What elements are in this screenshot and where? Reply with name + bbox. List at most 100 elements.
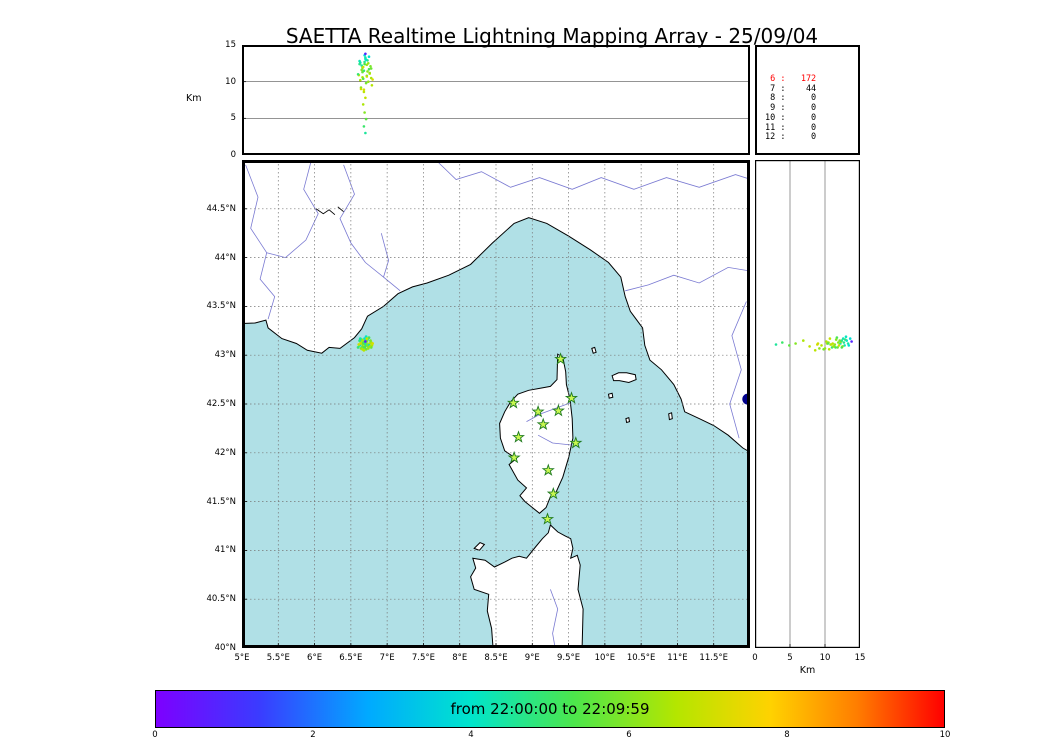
lightning-source-point (850, 340, 853, 343)
lightning-source-point (841, 337, 845, 340)
lightning-source-point (359, 87, 363, 91)
station-star-marker (554, 352, 568, 365)
panel-border (242, 45, 750, 155)
landmass-montecristo (625, 417, 631, 424)
lightning-source-point (818, 347, 821, 350)
lightning-source-point (370, 84, 374, 87)
landmass-pianosa (607, 392, 614, 399)
lightning-source-point (364, 340, 367, 343)
river-line (526, 402, 571, 422)
lightning-source-point (843, 344, 846, 347)
altitude-y-tick-label: 15 (225, 40, 236, 50)
lightning-source-point (362, 90, 366, 94)
lightning-source-point (364, 52, 367, 56)
lightning-source-point (813, 349, 817, 352)
altitude-vs-latitude-panel (755, 160, 860, 648)
map-y-tick-label: 40°N (214, 643, 236, 653)
station-star-marker (512, 430, 525, 443)
map-x-tick-label: 5°E (234, 653, 250, 663)
lightning-source-point (363, 111, 366, 114)
river-line (537, 434, 572, 446)
map-x-tick-label: 9.5°E (556, 653, 581, 663)
lightning-source-point (840, 339, 844, 342)
map-x-tick-label: 11.5°E (699, 653, 728, 663)
lightning-source-point (366, 70, 369, 73)
lightning-source-point (363, 62, 366, 66)
lightning-source-point (837, 341, 840, 344)
count-row: 12 : 0 (765, 132, 817, 143)
lightning-source-point (836, 346, 839, 349)
landmass-giglio (668, 412, 673, 421)
map-y-tick-label: 44.5°N (206, 203, 236, 214)
lightning-source-point (364, 131, 367, 135)
landmass-elba (611, 372, 637, 384)
map-x-tick-label: 10.5°E (626, 653, 656, 663)
landmass-corsica (499, 353, 574, 514)
altitude-x-tick-label: 0 (752, 653, 758, 663)
lightning-source-point (808, 345, 811, 348)
altitude-y-tick-label: 5 (230, 113, 236, 124)
station-star-marker (569, 436, 583, 449)
lightning-source-point (363, 337, 366, 340)
lightning-source-point (371, 342, 374, 345)
landmass-sardinia (470, 524, 584, 648)
map-y-tick-label: 42.5°N (206, 399, 236, 409)
lightning-source-point (364, 81, 368, 85)
lightning-source-point (823, 347, 827, 350)
lightning-source-point (356, 73, 360, 76)
map-y-tick-label: 44°N (214, 252, 236, 263)
map-x-tick-label: 5.5°E (266, 653, 290, 663)
lightning-source-point (369, 67, 373, 70)
station-star-marker (551, 403, 565, 417)
lightning-source-point (367, 80, 370, 83)
landmass-asinara (473, 542, 486, 551)
lightning-source-point (365, 63, 369, 67)
station-star-marker (531, 404, 545, 418)
colorbar: from 22:00:00 to 22:09:59 (155, 690, 945, 728)
map-x-tick-label: 10°E (594, 653, 616, 663)
lightning-source-point (363, 346, 366, 349)
colorbar-tick-label: 4 (468, 730, 474, 740)
lightning-source-point (781, 341, 784, 344)
map-y-tick-label: 41.5°N (206, 496, 236, 507)
lightning-source-point (364, 58, 368, 61)
lightning-source-point (844, 335, 848, 338)
lightning-source-point (840, 346, 844, 349)
lightning-source-point (358, 62, 361, 66)
lightning-source-point (827, 348, 831, 351)
river-line (339, 164, 384, 278)
lightning-source-point (361, 103, 365, 106)
colorbar-tick-label: 8 (784, 730, 790, 740)
lightning-source-point (365, 75, 369, 78)
lightning-source-point (802, 339, 805, 342)
station-star-marker (536, 417, 550, 430)
lightning-source-point (363, 60, 366, 64)
altitude-x-tick-label: 15 (854, 653, 866, 663)
altitude-y-tick-label: 0 (230, 150, 236, 160)
lightning-source-point (366, 347, 370, 350)
lightning-source-point (368, 71, 371, 75)
lightning-source-point (364, 96, 367, 100)
colorbar-tick-label: 10 (939, 730, 951, 740)
lightning-source-point (834, 338, 838, 341)
altitude-vs-longitude-panel (242, 45, 750, 155)
lightning-source-point (844, 338, 847, 341)
colorbar-tick-label: 0 (152, 730, 158, 740)
river-line (437, 161, 750, 190)
altitude-x-tick-label: 5 (787, 653, 793, 663)
lightning-source-point (361, 342, 365, 345)
station-star-marker (540, 512, 555, 525)
station-star-marker (506, 396, 520, 409)
lightning-source-point (368, 345, 372, 348)
source-counts-panel: 6 : 172 7 : 44 8 : 0 9 : 0 10 : 0 11 : 0 12… (755, 45, 860, 155)
panel-border (242, 160, 750, 648)
lightning-source-point (364, 117, 368, 121)
lightning-source-point (794, 342, 797, 345)
lightning-source-point (832, 345, 835, 348)
map-panel (242, 160, 750, 648)
river-line (266, 161, 319, 259)
station-star-marker (541, 463, 555, 476)
lightning-source-point (360, 68, 363, 72)
lightning-source-point (838, 339, 841, 342)
landmass-capraia (591, 346, 597, 354)
